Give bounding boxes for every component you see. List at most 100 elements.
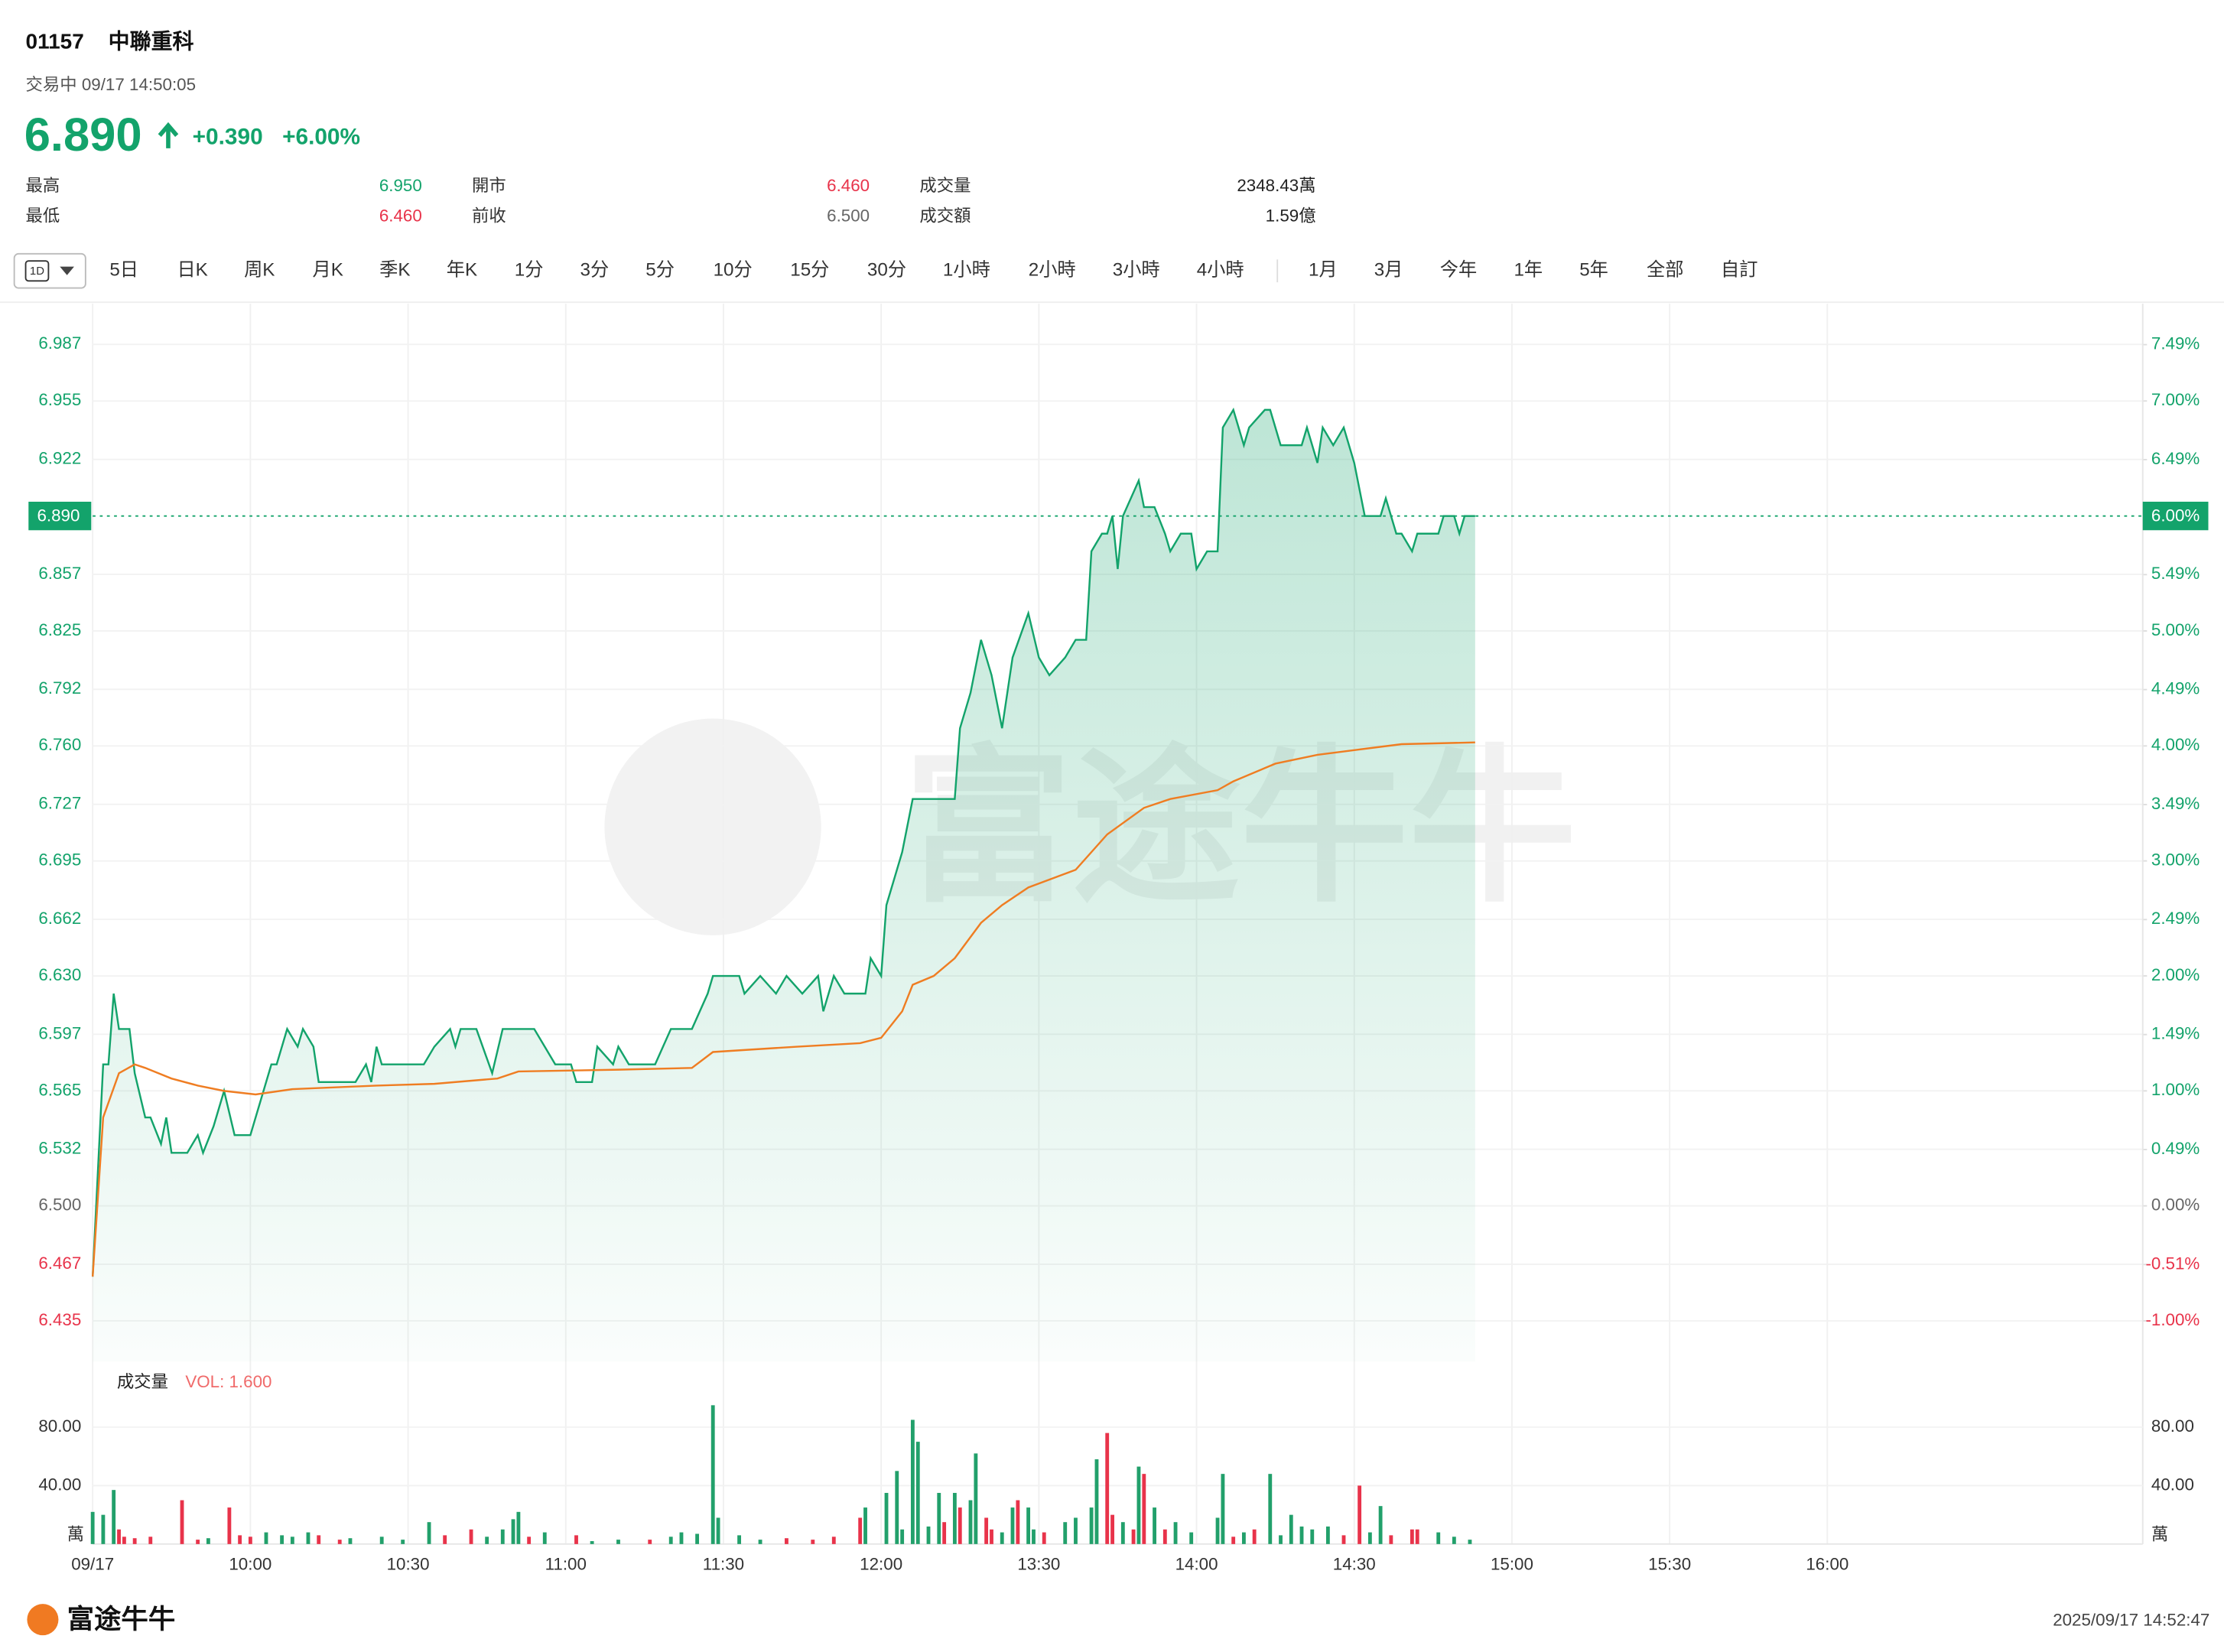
tab[interactable]: 15分: [790, 260, 829, 281]
volume-bar: [1389, 1535, 1393, 1544]
y2-tick-label: 1.00%: [2151, 1080, 2200, 1099]
volume-bar: [511, 1519, 515, 1544]
volume-bar: [952, 1492, 957, 1544]
y2-tick-label: 4.49%: [2151, 679, 2200, 698]
tab[interactable]: 30分: [867, 260, 906, 281]
volume-bar: [206, 1538, 210, 1544]
volume-bar: [1162, 1529, 1167, 1544]
tab[interactable]: 月K: [313, 260, 343, 281]
tab[interactable]: 3分: [580, 260, 609, 281]
volume-bar: [1341, 1535, 1346, 1544]
volume-bar: [695, 1533, 700, 1544]
tab[interactable]: 年K: [447, 260, 477, 281]
range-tab[interactable]: 5年: [1579, 260, 1608, 281]
volume-bar: [910, 1419, 915, 1544]
tab[interactable]: 1小時: [943, 260, 990, 281]
period-select[interactable]: [13, 252, 86, 289]
volume-bar: [1357, 1485, 1362, 1544]
volume-bar: [317, 1535, 321, 1544]
volume-bar: [758, 1540, 762, 1544]
volume-tick-label: 40.00: [38, 1475, 81, 1494]
stat-label: 成交額: [919, 206, 971, 225]
tab[interactable]: 5分: [645, 260, 675, 281]
range-tab[interactable]: 3月: [1374, 260, 1403, 281]
volume-bar: [1010, 1507, 1015, 1544]
stat-label: 最高: [26, 176, 60, 195]
volume-bar: [443, 1535, 447, 1544]
range-tab[interactable]: 1月: [1309, 260, 1338, 281]
stat-label: 前收: [472, 206, 506, 225]
last-pct-label: 6.00%: [2151, 506, 2200, 525]
x-tick-label: 12:00: [860, 1555, 902, 1574]
volume-bar: [485, 1537, 489, 1544]
volume-bar: [937, 1492, 941, 1544]
volume-bar: [616, 1540, 620, 1544]
volume-bar: [990, 1529, 993, 1544]
tab[interactable]: 4小時: [1197, 260, 1244, 281]
tab[interactable]: 季K: [379, 260, 410, 281]
volume-bar: [1131, 1529, 1136, 1544]
y2-tick-label: 6.49%: [2151, 449, 2200, 468]
volume-bar: [112, 1490, 116, 1544]
volume-bar: [1436, 1532, 1441, 1544]
last-price-box: [28, 502, 92, 531]
x-tick-label: 11:00: [545, 1555, 587, 1574]
stat-label: 最低: [26, 206, 60, 225]
last-price: 6.890: [24, 109, 142, 161]
volume-bar: [895, 1471, 899, 1544]
volume-bar: [1289, 1514, 1293, 1544]
volume-bar: [1136, 1466, 1141, 1544]
volume-bar: [516, 1511, 521, 1544]
y-tick-label: 6.532: [38, 1139, 81, 1158]
tab[interactable]: 3小時: [1113, 260, 1160, 281]
y2-tick-label: 2.00%: [2151, 965, 2200, 984]
tab[interactable]: 2小時: [1029, 260, 1076, 281]
last-pct-box: [2142, 501, 2209, 531]
stock-code: 01157: [26, 29, 84, 53]
volume-bar: [710, 1405, 715, 1544]
range-tab[interactable]: 自訂: [1721, 260, 1757, 281]
y2-tick-label: 0.00%: [2151, 1195, 2200, 1215]
price-change-pct: +6.00%: [282, 125, 360, 150]
volume-bar: [1299, 1526, 1304, 1544]
volume-bar: [1089, 1507, 1094, 1544]
stock-name: 中聯重科: [109, 29, 194, 53]
volume-bar: [1042, 1532, 1046, 1544]
volume-bar: [811, 1540, 815, 1544]
volume-bar: [1221, 1474, 1225, 1544]
range-tab[interactable]: 今年: [1440, 260, 1477, 281]
x-tick-label: 10:00: [229, 1555, 271, 1574]
volume-bar: [1378, 1506, 1383, 1544]
volume-bar: [968, 1500, 973, 1544]
tab[interactable]: 1分: [515, 260, 544, 281]
x-tick-label: 15:00: [1491, 1555, 1533, 1574]
tabs: 5日 日K 周K 月K 季K 年K 1分 3分 5分 10分 15分 30分 1小時 2小時 3小時 4小時 1…: [109, 260, 1757, 281]
period-selected: 1D: [30, 265, 44, 278]
range-tab[interactable]: 1年: [1514, 260, 1543, 281]
last-price-label: 6.890: [37, 506, 80, 525]
range-tab[interactable]: 全部: [1647, 260, 1683, 281]
tab[interactable]: 日K: [177, 260, 207, 281]
volume-bar: [1189, 1532, 1194, 1544]
stat-label: 開市: [472, 176, 506, 195]
volume-bar: [574, 1535, 578, 1544]
y2-tick-label: 2.49%: [2151, 909, 2200, 928]
volume-bar: [101, 1514, 106, 1544]
tab[interactable]: 10分: [714, 260, 753, 281]
y2-tick-label: 3.00%: [2151, 850, 2200, 870]
volume-bar: [1000, 1532, 1004, 1544]
tab[interactable]: 周K: [244, 260, 275, 281]
y-tick-label: 6.922: [38, 449, 81, 468]
volume-tick-label-right: 80.00: [2151, 1416, 2194, 1436]
volume-title: 成交量: [117, 1372, 168, 1391]
y-tick-label: 6.955: [38, 390, 81, 409]
volume-bar: [379, 1537, 384, 1544]
y-tick-label: 6.597: [38, 1023, 81, 1042]
y-tick-label: 6.987: [38, 333, 81, 353]
volume-bar: [337, 1540, 342, 1544]
volume-bar: [926, 1526, 931, 1544]
x-tick-label: 10:30: [387, 1555, 430, 1574]
tab[interactable]: 5日: [109, 260, 138, 281]
y2-tick-label: 5.00%: [2151, 620, 2200, 639]
